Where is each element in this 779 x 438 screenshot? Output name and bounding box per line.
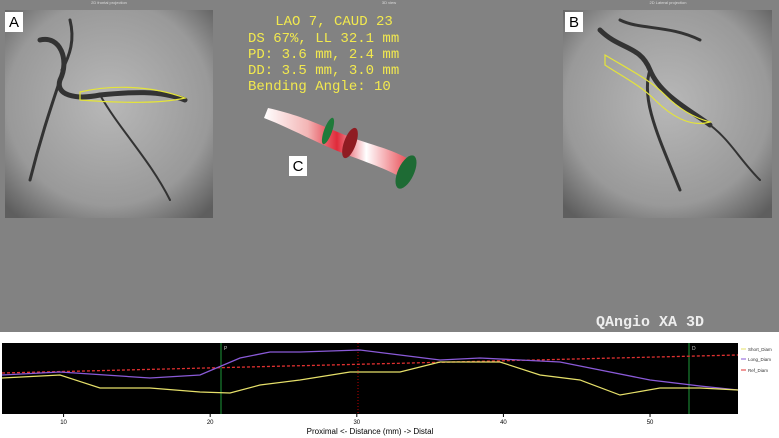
x-tick-label: 10 [60, 420, 67, 426]
overlay-line: DD: 3.5 mm, 3.0 mm [248, 63, 399, 79]
caption: 3D view [382, 0, 396, 5]
x-tick-label: 40 [500, 420, 507, 426]
label-box [289, 156, 307, 176]
label-box [5, 12, 23, 32]
plot-area [2, 343, 738, 414]
marker-label: D [692, 346, 696, 352]
caption: 2D Lateral projection [650, 0, 687, 5]
marker-label: P [224, 346, 228, 352]
x-tick-label: 30 [353, 420, 360, 426]
label-box [565, 12, 583, 32]
legend-label: Long_Diam [748, 357, 771, 362]
caption: 2D frontal projection [91, 0, 127, 5]
legend: Short_Diam Long_Diam Ref_Diam [741, 347, 772, 373]
ref-trace [1, 354, 739, 374]
x-axis-label: Proximal <- Distance (mm) -> Distal [307, 427, 434, 436]
x-tick-label: 50 [647, 420, 654, 426]
brand: QAngio XA 3D [596, 314, 704, 331]
contour [604, 53, 713, 124]
panel-label: A [9, 14, 19, 31]
angio-frontal [5, 10, 213, 218]
contour [79, 86, 188, 103]
vessel-3d [264, 108, 417, 189]
legend-label: Short_Diam [748, 347, 772, 352]
legend-label: Ref_Diam [748, 368, 768, 373]
vessels [28, 18, 188, 201]
panel-label: C [293, 158, 304, 175]
overlay-line: Bending Angle: 10 [248, 79, 391, 95]
long-trace [1, 349, 739, 391]
angio-lateral [563, 10, 772, 218]
overlay-line: PD: 3.6 mm, 2.4 mm [248, 47, 399, 63]
panel-label: B [569, 14, 579, 31]
overlay-line: LAO 7, CAUD 23 [275, 14, 393, 30]
overlay-line: DS 67%, LL 32.1 mm [248, 31, 399, 47]
x-tick-label: 20 [207, 420, 214, 426]
short-trace [1, 361, 739, 396]
